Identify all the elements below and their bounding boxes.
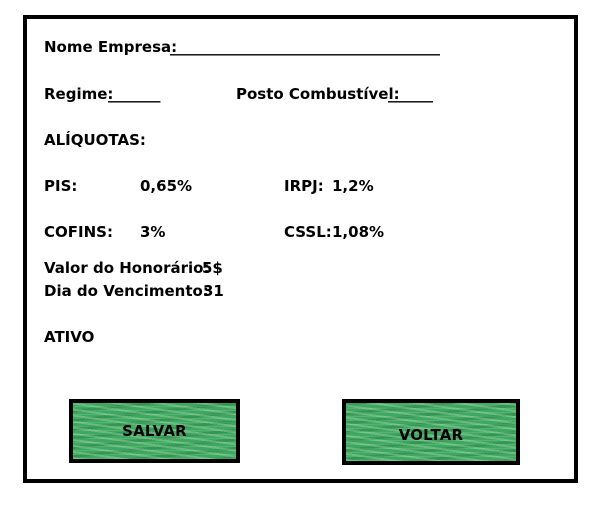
irpj-value: 1,2% xyxy=(332,177,374,195)
company-name-label: Nome Empresa: xyxy=(44,38,178,56)
irpj-label: IRPJ: xyxy=(284,177,324,195)
fuel-station-field[interactable]: ______ xyxy=(388,85,433,103)
company-name-field[interactable]: ____________________________________ xyxy=(170,38,440,56)
cssl-value: 1,08% xyxy=(332,223,385,241)
rates-heading: ALÍQUOTAS: xyxy=(44,131,146,149)
cssl-label: CSSL: xyxy=(284,223,332,241)
pis-label: PIS: xyxy=(44,177,78,195)
save-button-label: SALVAR xyxy=(122,422,187,440)
fee-label: Valor do Honorário: xyxy=(44,259,210,277)
cofins-label: COFINS: xyxy=(44,223,113,241)
fuel-station-label: Posto Combustível: xyxy=(236,85,400,103)
regime-label: Regime: xyxy=(44,85,114,103)
back-button[interactable]: VOLTAR xyxy=(342,399,520,465)
form-panel xyxy=(23,15,578,483)
back-button-label: VOLTAR xyxy=(398,426,464,444)
cofins-value: 3% xyxy=(140,223,166,241)
pis-value: 0,65% xyxy=(140,177,193,195)
regime-field[interactable]: _______ xyxy=(108,85,161,103)
fee-value: 5$ xyxy=(202,259,223,277)
due-day-label: Dia do Vencimento: xyxy=(44,282,209,300)
save-button[interactable]: SALVAR xyxy=(69,399,240,463)
due-day-value: 31 xyxy=(203,282,224,300)
status-label: ATIVO xyxy=(44,328,95,346)
